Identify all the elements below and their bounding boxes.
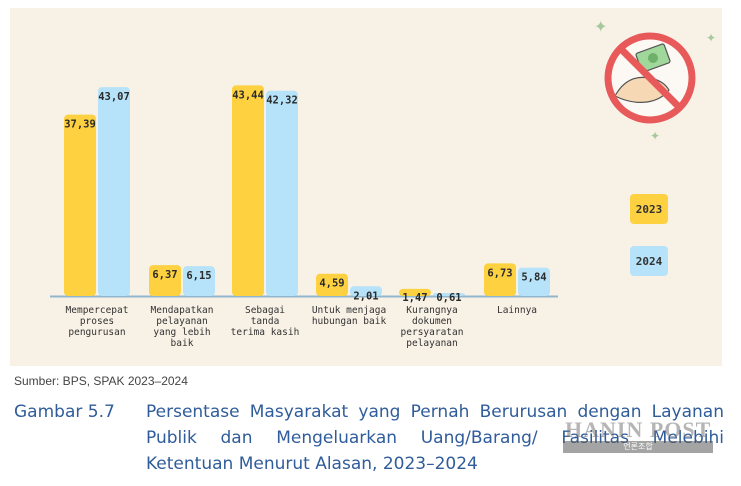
bar-2023-4 xyxy=(399,288,431,296)
source-note: Sumber: BPS, SPAK 2023–2024 xyxy=(14,374,188,388)
bar-2024-0 xyxy=(98,87,130,296)
chart-panel: ✦ ✦ ✦ 37,39 43,07 6,37 6,15 43,44 42,32 4,59 2,… xyxy=(10,8,722,366)
data-label-2023-3: 4,59 xyxy=(319,278,344,290)
data-label-2024-2: 42,32 xyxy=(266,95,298,107)
bar-2024-1 xyxy=(183,266,215,296)
svg-text:✦: ✦ xyxy=(650,129,660,143)
data-label-2024-3: 2,01 xyxy=(353,290,378,302)
data-label-2023-1: 6,37 xyxy=(152,269,177,281)
bar-2023-2 xyxy=(232,85,264,296)
legend-label-2024: 2024 xyxy=(636,255,663,268)
data-label-2024-0: 43,07 xyxy=(98,91,130,103)
bar-2024-2 xyxy=(266,90,298,296)
category-label-1: Mendapatkan pelayanan yang lebih baik xyxy=(151,305,214,349)
bar-2024-5 xyxy=(518,267,550,296)
svg-text:✦: ✦ xyxy=(706,31,716,45)
legend-label-2023: 2023 xyxy=(636,203,663,216)
legend-swatch-2023 xyxy=(630,194,668,224)
category-label-4: Kurangnya dokumen persyaratan pelayanan xyxy=(401,305,464,349)
data-label-2023-0: 37,39 xyxy=(64,119,96,131)
category-label-2: Sebagai tanda terima kasih xyxy=(231,305,300,338)
caption-label: Gambar 5.7 xyxy=(14,402,115,422)
category-label-5: Lainnya xyxy=(497,305,537,316)
data-label-2024-5: 5,84 xyxy=(521,272,546,284)
figure-caption: Gambar 5.7 Persentase Masyarakat yang Pe… xyxy=(14,399,724,477)
bar-chart: ✦ ✦ ✦ 37,39 43,07 6,37 6,15 43,44 42,32 4,59 2,… xyxy=(50,17,716,349)
category-label-0: Mempercepat proses pengurusan xyxy=(66,305,129,338)
bar-2023-5 xyxy=(484,263,516,296)
data-label-2023-4: 1,47 xyxy=(402,292,427,304)
bar-2023-0 xyxy=(64,114,96,296)
data-label-2023-5: 6,73 xyxy=(487,267,512,279)
data-label-2023-2: 43,44 xyxy=(232,89,264,101)
bar-2024-3 xyxy=(350,286,382,296)
data-label-2024-1: 6,15 xyxy=(186,270,211,282)
svg-text:✦: ✦ xyxy=(594,17,607,36)
legend-swatch-2024 xyxy=(630,246,668,276)
bar-2023-3 xyxy=(316,273,348,296)
caption-text: Persentase Masyarakat yang Pernah Beruru… xyxy=(146,402,724,474)
data-label-2024-4: 0,61 xyxy=(436,292,461,304)
bar-2023-1 xyxy=(149,265,181,296)
no-bribe-icon: ✦ ✦ ✦ xyxy=(594,17,716,143)
category-label-3: Untuk menjaga hubungan baik xyxy=(312,305,387,327)
bar-2024-4 xyxy=(433,293,465,296)
